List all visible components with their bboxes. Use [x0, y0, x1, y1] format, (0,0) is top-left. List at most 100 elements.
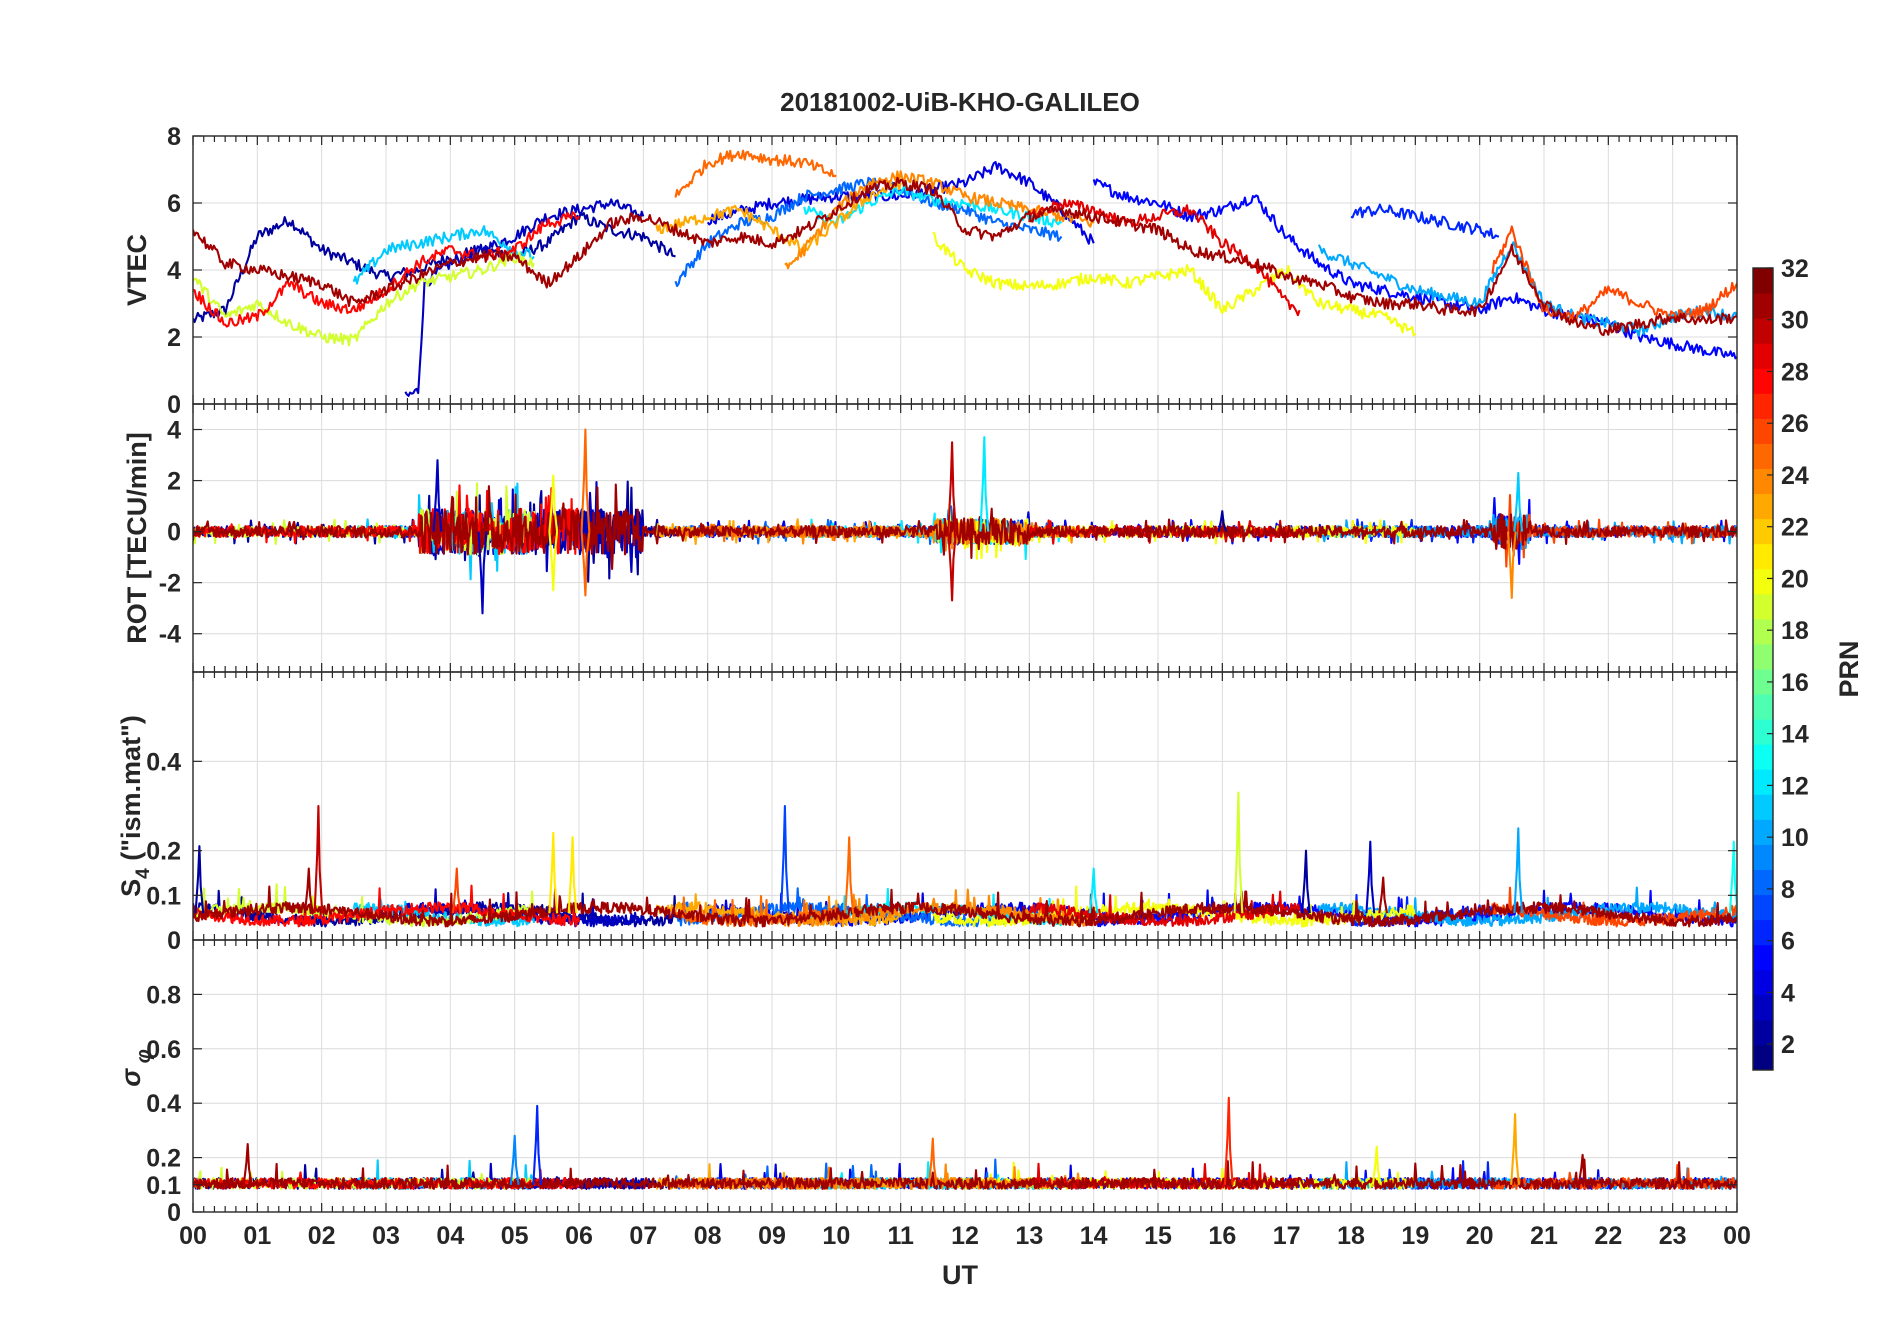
colorbar-swatch: [1753, 368, 1773, 394]
x-tick-label: 16: [1208, 1222, 1236, 1250]
x-tick-label: 08: [694, 1222, 722, 1250]
colorbar-tick-label: 18: [1781, 617, 1809, 645]
y-tick-label: 0.6: [146, 1036, 181, 1064]
spike-prn-25: [844, 836, 855, 914]
spike-prn-23: [1510, 1113, 1520, 1185]
x-tick-label: 15: [1144, 1222, 1172, 1250]
y-axis-label: σ φ: [116, 1049, 155, 1087]
y-axis-label: ROT [TECU/min]: [122, 432, 152, 643]
colorbar-swatch: [1753, 794, 1773, 820]
spike-prn-26: [451, 867, 462, 914]
x-tick-label: 11: [887, 1222, 914, 1250]
data-layer: [193, 791, 1737, 928]
colorbar-swatch: [1753, 919, 1773, 946]
spike-prn-31: [1378, 876, 1389, 914]
spike-prn-10: [1513, 827, 1524, 914]
colorbar-swatch: [1753, 1019, 1773, 1046]
series-prn-12: [803, 184, 1063, 228]
x-tick-label: 00: [1723, 1222, 1751, 1250]
y-tick-label: 2: [167, 468, 181, 496]
x-tick-label: 00: [179, 1222, 207, 1250]
colorbar-tick-label: 24: [1781, 462, 1809, 490]
spike-prn-13: [1728, 840, 1737, 914]
y-axis-label: S4 ("ism.mat"): [116, 715, 154, 897]
spike-prn-31: [242, 1142, 253, 1185]
colorbar-tick-label: 14: [1781, 721, 1809, 749]
spike-prn-20: [1371, 1145, 1382, 1185]
colorbar-tick-label: 20: [1781, 565, 1809, 593]
trace-prn-31: [193, 483, 1737, 570]
colorbar-swatch: [1753, 268, 1773, 294]
spike-prn-7: [779, 804, 790, 914]
x-tick-label: 18: [1337, 1222, 1365, 1250]
x-tick-label: 01: [243, 1222, 271, 1250]
colorbar-swatch: [1753, 393, 1773, 419]
vtec-panel: 0 2 4 6 8 VTEC: [122, 123, 1738, 419]
spike-prn-21: [567, 836, 578, 914]
colorbar-swatch: [1753, 543, 1773, 570]
colorbar-swatch: [1753, 869, 1773, 896]
y-tick-label: 4: [167, 417, 181, 445]
trace-prn-31: [193, 1158, 1737, 1190]
x-tick-label: 23: [1659, 1222, 1687, 1250]
colorbar-swatch: [1753, 593, 1773, 620]
colorbar-tick-label: 28: [1781, 358, 1809, 386]
x-tick-label: 14: [1080, 1222, 1108, 1250]
colorbar-swatch: [1753, 443, 1773, 469]
colorbar-swatch: [1753, 719, 1773, 745]
colorbar-swatch: [1753, 969, 1773, 996]
colorbar-tick-label: 16: [1781, 669, 1809, 697]
sigma-phi-panel: 00.10.2 0.4 0.6 0.8 σ φ 00 01 02 03 04 05 06 07 08 09 1…: [116, 939, 1751, 1250]
spike-prn-12: [979, 436, 990, 532]
x-tick-label: 20: [1466, 1222, 1494, 1250]
colorbar-tick-label: 32: [1781, 255, 1809, 283]
y-axis-label: VTEC: [122, 234, 152, 306]
spike-prn-9: [509, 1134, 520, 1185]
colorbar-swatch: [1753, 518, 1773, 545]
colorbar-frame: [1752, 267, 1774, 1071]
data-layer: [193, 149, 1737, 397]
y-tick-label: -4: [159, 621, 181, 649]
colorbar-swatch: [1753, 468, 1773, 495]
spike-prn-25: [580, 531, 591, 597]
y-tick-label: 2: [167, 324, 181, 352]
colorbar-tick-label: 2: [1781, 1031, 1795, 1059]
trace-prn-31: [193, 885, 1737, 928]
x-tick-label: 03: [372, 1222, 400, 1250]
colorbar-swatch: [1753, 819, 1773, 845]
trace-prn-19: [193, 883, 535, 928]
trace-prn-28: [193, 884, 581, 928]
colorbar-tick-label: 26: [1781, 410, 1809, 438]
chart-title: 20181002-UiB-KHO-GALILEO: [780, 87, 1140, 117]
y-tick-label: 0: [167, 927, 181, 955]
y-tick-label: 0.4: [146, 1090, 181, 1118]
x-tick-label: 22: [1594, 1222, 1622, 1250]
colorbar-swatch: [1753, 944, 1773, 971]
y-tick-label: 0.8: [146, 981, 181, 1009]
series-prn-20: [932, 231, 1417, 337]
colorbar-swatch: [1753, 643, 1773, 670]
s4-panel: 0 0.1 0.2 0.4S4 ("ism.mat"): [116, 671, 1738, 955]
x-tick-label: 17: [1273, 1222, 1301, 1250]
spike-prn-11: [1513, 471, 1524, 532]
y-tick-label: 0.1: [146, 882, 181, 910]
y-tick-label: 0: [167, 391, 181, 419]
y-tick-label: 0.2: [146, 838, 181, 866]
x-tick-label: 07: [629, 1222, 657, 1250]
x-tick-label: 05: [501, 1222, 529, 1250]
colorbar-label: PRN: [1834, 640, 1864, 697]
y-tick-label: -2: [159, 570, 181, 598]
series-prn-25: [674, 149, 837, 198]
y-tick-label: 6: [167, 190, 181, 218]
spike-prn-30: [947, 531, 958, 602]
y-tick-label: 0.2: [146, 1145, 181, 1173]
colorbar-swatch: [1753, 318, 1773, 344]
y-tick-label: 0.1: [146, 1172, 181, 1200]
spike-prn-19: [1233, 791, 1244, 914]
y-tick-label: 0: [167, 1199, 181, 1227]
spike-prn-24: [1506, 531, 1517, 600]
